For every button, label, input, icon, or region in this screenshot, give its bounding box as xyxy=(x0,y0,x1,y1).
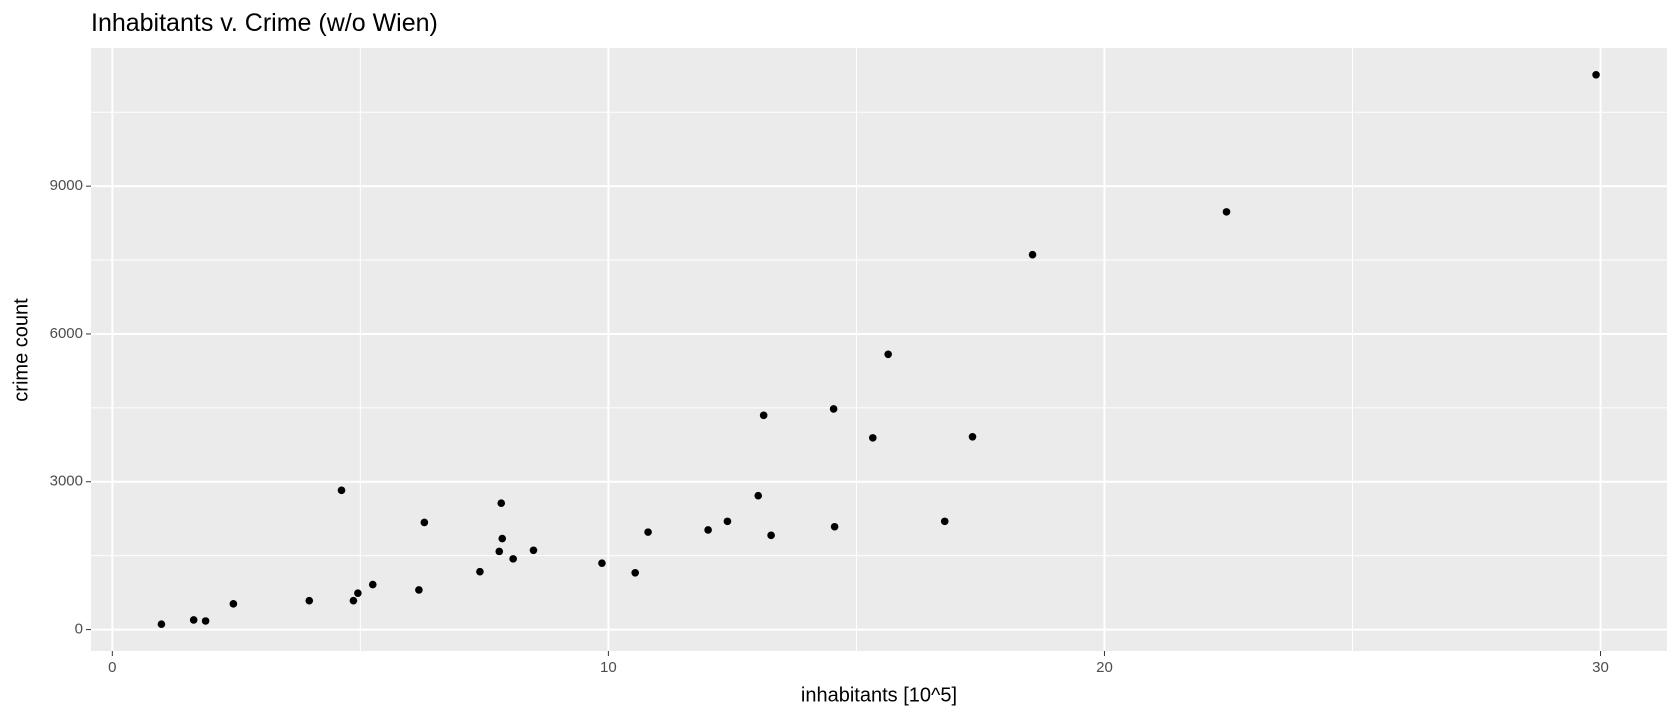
point xyxy=(189,616,198,624)
point xyxy=(830,522,839,531)
point xyxy=(829,405,838,413)
point xyxy=(498,534,507,543)
x-tick-label: 10 xyxy=(600,659,617,676)
point xyxy=(1028,250,1037,259)
point xyxy=(868,434,877,442)
point xyxy=(754,491,763,500)
point xyxy=(529,546,538,555)
point xyxy=(598,559,606,567)
point xyxy=(1592,70,1600,79)
point xyxy=(229,600,238,608)
point xyxy=(968,432,977,441)
point xyxy=(420,518,429,527)
y-axis-title: crime count xyxy=(10,298,32,402)
y-tick-label: 9000 xyxy=(50,177,83,194)
point xyxy=(940,517,949,526)
point xyxy=(495,547,504,556)
y-tick-label: 3000 xyxy=(50,473,83,490)
point xyxy=(368,580,377,589)
y-tick-label: 6000 xyxy=(50,325,83,342)
point xyxy=(631,569,639,577)
point xyxy=(884,350,892,359)
x-tick-label: 30 xyxy=(1592,659,1609,676)
point xyxy=(767,531,775,540)
point xyxy=(704,526,712,534)
point xyxy=(349,596,358,605)
x-axis-title: inhabitants [10^5] xyxy=(801,684,957,706)
point xyxy=(1222,208,1231,216)
point xyxy=(415,586,423,594)
panel xyxy=(91,48,1667,651)
point xyxy=(476,567,484,576)
x-tick-label: 20 xyxy=(1096,659,1113,676)
point xyxy=(509,555,517,563)
y-tick-label: 0 xyxy=(75,621,83,638)
point xyxy=(201,617,210,625)
point xyxy=(723,517,732,526)
point xyxy=(305,596,314,605)
chart-title: Inhabitants v. Crime (w/o Wien) xyxy=(91,9,438,37)
point xyxy=(644,528,652,536)
point xyxy=(354,589,362,597)
point xyxy=(759,411,768,420)
point xyxy=(157,620,166,628)
point xyxy=(337,486,346,495)
point xyxy=(497,499,506,507)
x-tick-label: 0 xyxy=(108,659,116,676)
